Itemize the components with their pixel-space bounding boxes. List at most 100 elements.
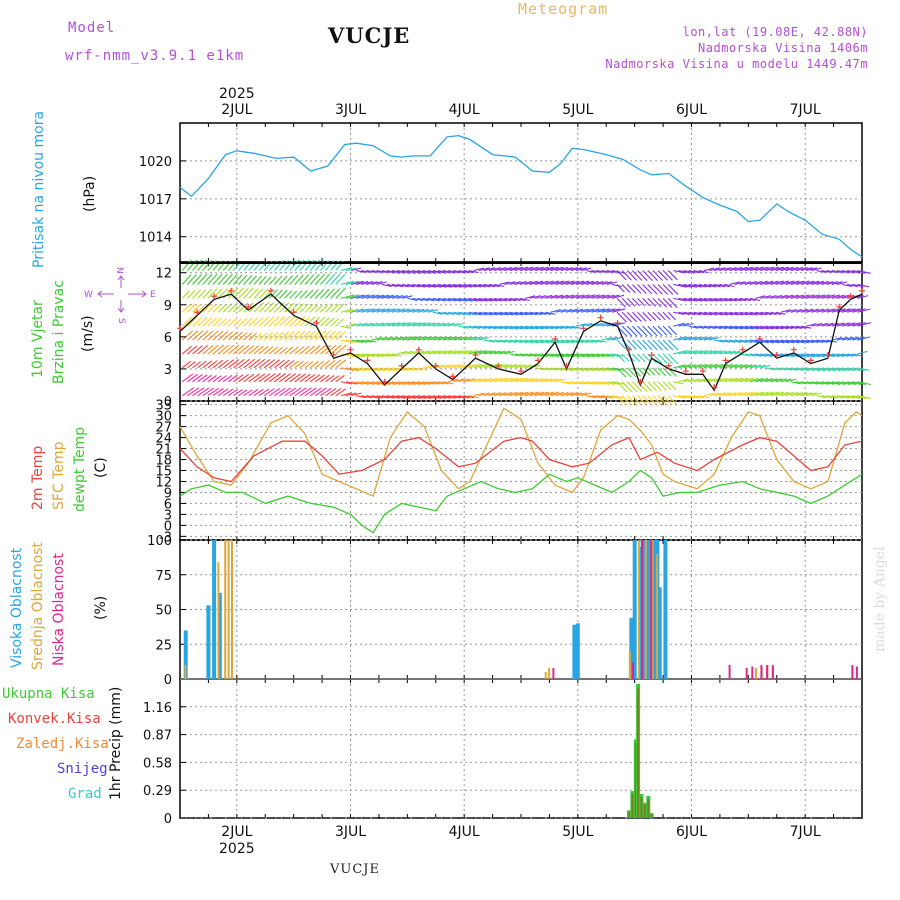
wind-arrow (565, 339, 579, 344)
precip-conv-bar (647, 798, 650, 818)
wind-arrow (631, 353, 641, 363)
cloud-bar (728, 665, 731, 679)
wind-arrow (596, 381, 610, 385)
wind-arrow (268, 359, 281, 369)
wind-arrow (826, 381, 841, 385)
wind-arrow (749, 325, 764, 330)
wind-arrow (197, 316, 208, 327)
wind-arrow (227, 274, 238, 285)
wind-arrow (581, 294, 595, 299)
cloud-bar (206, 605, 211, 679)
wind-arrow (708, 350, 722, 355)
wind-arrow (744, 325, 759, 330)
wind-arrow (739, 364, 753, 369)
wind-arrow (765, 339, 780, 344)
wind-arrow (299, 274, 310, 285)
wind-arrow (299, 303, 309, 313)
wind-arrow (842, 381, 856, 386)
gust-marker (495, 362, 502, 369)
wind-arrow (519, 297, 530, 301)
wind-arrow (422, 381, 435, 385)
wind-arrow (683, 297, 698, 302)
wind-arrow (714, 339, 725, 343)
y-tick-label: 0 (164, 395, 172, 410)
wind-arrow (263, 302, 275, 313)
wind-arrow (831, 395, 844, 399)
wind-arrow (637, 297, 645, 306)
wind-arrow (381, 395, 395, 399)
wind-arrow (427, 309, 439, 313)
wind-arrow (652, 339, 663, 351)
cloud-bar (548, 667, 551, 679)
wind-arrow (775, 378, 787, 383)
wind-arrow (238, 389, 248, 397)
wind-arrow (811, 381, 824, 385)
wind-arrow (647, 297, 656, 307)
wind-arrow (273, 302, 285, 313)
y-tick-label: 33 (155, 399, 172, 414)
wind-arrow (279, 331, 290, 341)
wind-arrow (631, 297, 640, 307)
wind-arrow (448, 364, 461, 369)
wind-arrow (560, 308, 573, 313)
bottom-day-label: 7JUL (790, 824, 821, 840)
wind-arrow (483, 377, 498, 383)
wind-arrow (371, 395, 384, 399)
wind-arrow (703, 297, 718, 302)
wind-arrow (325, 375, 335, 383)
wind-arrow (294, 290, 303, 299)
wind-arrow (811, 353, 825, 358)
wind-arrow (279, 359, 290, 369)
wind-arrow (396, 308, 411, 313)
wind-arrow (770, 339, 785, 344)
wind-arrow (575, 392, 587, 397)
wind-arrow (836, 367, 851, 372)
wind-arrow (570, 381, 583, 385)
wind-arrow (350, 280, 364, 285)
wind-arrow (294, 373, 306, 383)
wind-arrow (478, 283, 491, 288)
wind-arrow (801, 294, 815, 299)
wind-arrow (852, 322, 866, 327)
y-tick-label: 0 (164, 812, 172, 827)
wind-arrow (852, 367, 865, 371)
wind-arrow (468, 325, 480, 329)
wind-arrow (202, 317, 213, 327)
wind-arrow (197, 273, 208, 285)
wind-arrow (550, 378, 562, 383)
wind-arrow (550, 294, 564, 299)
wind-arrow (744, 311, 758, 316)
gust-marker (637, 378, 644, 385)
wind-arrow (724, 392, 737, 397)
wind-arrow (391, 283, 404, 288)
wind-arrow (847, 395, 861, 399)
wind-arrow (212, 303, 222, 313)
wind-arrow (489, 350, 501, 355)
wind-arrow (181, 330, 193, 341)
wind-arrow (386, 353, 398, 357)
wind-arrow (529, 295, 541, 299)
wind-arrow (535, 339, 550, 344)
wind-arrow (621, 325, 633, 337)
wind-arrow (729, 377, 744, 383)
wind-arrow (683, 364, 697, 369)
wind-arrow (662, 297, 673, 308)
wind-arrow (371, 381, 386, 386)
wind-arrow (601, 353, 614, 357)
wind-arrow (831, 367, 846, 372)
wind-arrow (309, 273, 320, 285)
wind-arrow (652, 311, 661, 321)
wind-arrow (238, 332, 248, 341)
wind-arrow (581, 392, 592, 397)
wind-arrow (667, 297, 678, 309)
wind-arrow (279, 275, 288, 285)
wind-arrow (729, 297, 742, 302)
wind-arrow (529, 280, 544, 285)
y-tick-label: 1.16 (143, 701, 172, 716)
wind-arrow (688, 363, 702, 369)
wind-arrow (202, 374, 213, 383)
wind-arrow (345, 323, 357, 327)
wind-arrow (586, 280, 599, 285)
wind-arrow (483, 339, 495, 343)
wind-arrow (555, 391, 569, 397)
